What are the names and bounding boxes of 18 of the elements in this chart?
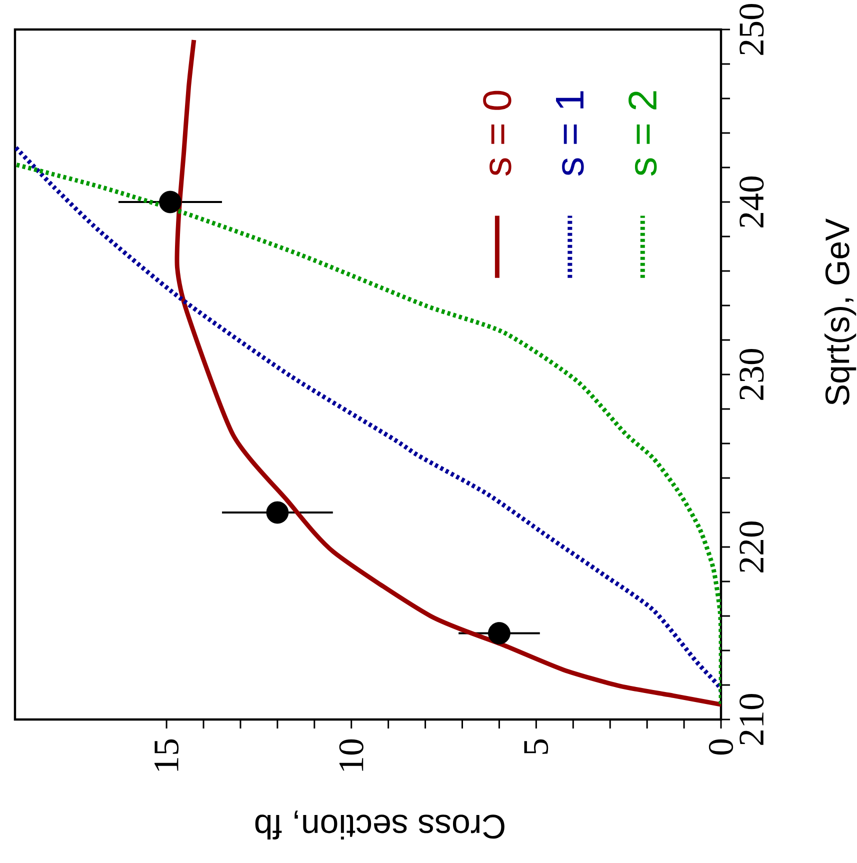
x-tick-label: 0 (708, 739, 734, 755)
y-tick-label: 210 (740, 694, 764, 745)
point (266, 501, 289, 524)
x-tick-label: 15 (154, 739, 179, 771)
x-axis-title: Cross section, fb (255, 810, 504, 840)
y-tick-label: 250 (740, 4, 764, 55)
line-series (174, 38, 721, 707)
y-tick-label: 220 (740, 521, 764, 572)
x-tick-label: 5 (524, 739, 548, 754)
text: s = 0 (483, 90, 512, 176)
y-tick-label: 230 (740, 348, 764, 400)
text: s = 1 (556, 91, 584, 176)
y-axis-title: Sqrt(s), GeV (824, 218, 856, 405)
point (159, 190, 182, 214)
point (488, 622, 510, 644)
y-tick-label: 240 (740, 176, 764, 228)
text: s = 2 (628, 91, 657, 176)
x-tick-label: 10 (339, 739, 364, 771)
